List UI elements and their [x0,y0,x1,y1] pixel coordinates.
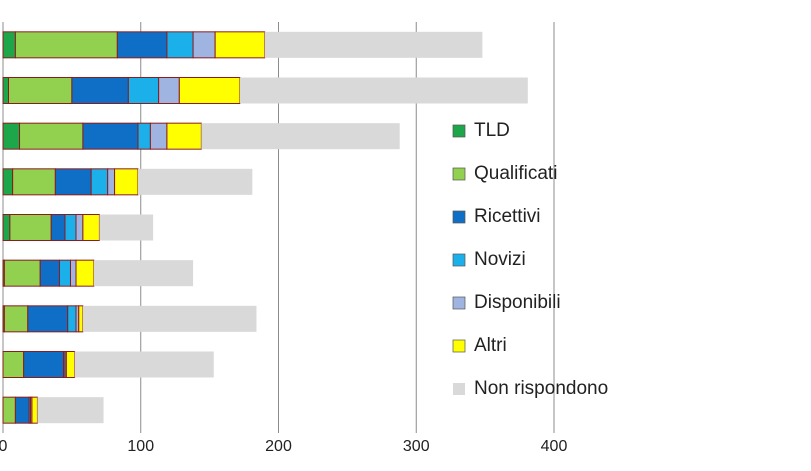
legend-label: Disponibili [474,292,561,313]
bar-segment [65,351,76,378]
bar-segment [166,122,202,150]
bar-segment [37,397,104,424]
bar-segment [114,168,139,196]
legend-label: TLD [474,120,510,141]
bar-segment [2,77,10,104]
legend-label: Altri [474,335,507,356]
bar-segment [3,259,41,287]
x-tick-label: 400 [541,438,568,455]
bar-segment [14,31,118,59]
legend-swatch [452,253,466,267]
bar-segment [64,214,77,241]
bar-segment [50,214,66,241]
bar-segment [12,168,56,196]
bar-segment [214,31,266,59]
bar-segment [58,259,71,287]
legend-swatch [452,210,466,224]
bar-segment [69,259,77,287]
bar-segment [14,396,30,424]
bar-segment [39,259,60,287]
bar-segment [78,305,84,333]
bar-segment [137,122,151,150]
bar-segment [2,122,21,150]
bar-segment [2,31,16,59]
bar-segment [127,77,160,104]
bar-segment [2,351,25,378]
bar-segment [90,168,109,196]
bar-segment [82,305,257,332]
legend-label: Novizi [474,249,526,270]
bar-segment [166,31,194,59]
bar-segment [3,305,29,333]
x-tick-label: 0 [0,438,8,455]
bar-segment [107,168,116,196]
bar-segment [192,31,216,59]
bar-segment [8,77,73,104]
x-tick-label: 100 [127,438,154,455]
bar-segment [67,305,77,333]
bar-segment [75,259,95,287]
bar-segment [2,168,14,196]
legend-swatch [452,296,466,310]
bar-segment [82,214,100,241]
legend-label: Non rispondono [474,378,608,399]
legend-swatch [453,383,465,395]
legend-label: Qualificati [474,163,557,184]
bar-segment [54,168,92,196]
bar-segment [201,123,400,150]
bar-segment [82,122,139,150]
x-tick-label: 300 [403,438,430,455]
bar-segment [178,77,241,104]
bar-segment [23,351,65,378]
bar-segment [116,31,168,59]
bar-segment [74,351,214,378]
bar-segment [2,396,16,424]
bar-segment [93,260,194,287]
bar-segment [2,214,11,241]
bar-segment [27,305,69,333]
bar-segment [99,214,154,241]
bar-segment [19,122,84,150]
bar-segment [137,168,253,195]
bar-segment [75,214,84,241]
bar-segment [264,31,483,58]
legend-swatch [452,167,466,181]
legend-label: Ricettivi [474,206,541,227]
x-tick-label: 200 [265,438,292,455]
bar-segment [158,77,180,104]
bar-segment [9,214,52,241]
legend-swatch [452,339,466,353]
legend-swatch [452,124,466,138]
bar-segment [149,122,168,150]
bar-segment [71,77,129,104]
bar-segment [31,396,38,424]
bar-segment [239,77,528,104]
